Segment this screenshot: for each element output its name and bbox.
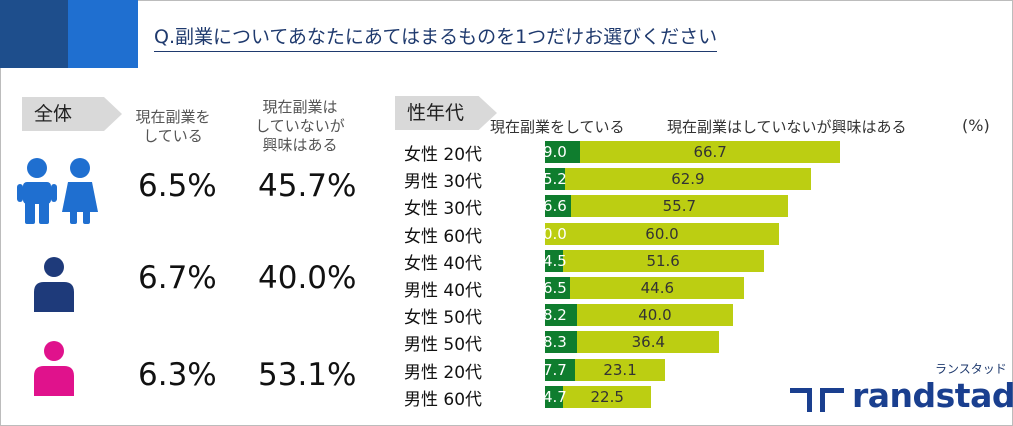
category-label: 男性 40代 (404, 281, 483, 301)
category-label: 女性 30代 (404, 199, 483, 220)
overall-col2-header: 現在副業は していないが 興味はある (240, 98, 360, 155)
data-label-interested: 36.4 (631, 333, 666, 352)
category-label: 女性 50代 (404, 308, 483, 329)
data-label-side-job: 6.5 (543, 279, 567, 297)
col1-line2: している (143, 127, 203, 145)
randstad-logo-icon (790, 388, 844, 412)
bar-segment-interested (570, 277, 745, 299)
female-icon (34, 341, 74, 396)
category-label: 男性 50代 (404, 335, 483, 356)
logo-kana: ランスタッド (935, 362, 1007, 376)
bar-segment-side-job (545, 358, 576, 381)
col2-line3: 興味はある (262, 136, 338, 154)
data-label-side-job: 8.2 (543, 306, 567, 325)
data-label-interested: 23.1 (603, 360, 637, 379)
overall-male-interested: 40.0% (258, 260, 357, 296)
data-label-side-job: 6.6 (543, 197, 567, 216)
breakdown-tag: 性年代 (395, 96, 497, 130)
legend-series-b: 現在副業はしていないが興味はある (667, 118, 907, 136)
bar-segment-interested (563, 385, 652, 408)
header-block-light (68, 0, 138, 68)
overall-col1-header: 現在副業を している (118, 108, 228, 146)
overall-female-interested: 53.1% (258, 357, 357, 393)
col2-line2: していないが (255, 117, 345, 135)
bar-segment-side-job (545, 331, 578, 354)
bar-segment-interested (576, 304, 733, 327)
bar-segment-interested (575, 358, 666, 381)
overall-all-interested: 45.7% (258, 168, 357, 204)
bar-segment-interested (580, 141, 841, 163)
category-label: 男性 60代 (404, 389, 483, 410)
male-icon (34, 257, 74, 312)
couple-icon (17, 158, 98, 224)
data-label-side-job: 8.3 (543, 333, 567, 352)
data-label-side-job: 9.0 (543, 143, 567, 161)
bar-segment-side-job (545, 168, 566, 191)
col1-line1: 現在副業を (135, 108, 211, 126)
data-label-interested: 44.6 (640, 279, 675, 297)
data-label-side-job: 0.0 (543, 224, 567, 243)
data-label-side-job: 5.2 (543, 170, 567, 189)
category-label: 男性 20代 (404, 362, 483, 383)
legend-series-a: 現在副業をしている (490, 118, 625, 136)
data-label-side-job: 4.7 (543, 387, 567, 406)
bar-segment-interested (562, 249, 764, 272)
bar-segment-side-job (545, 195, 571, 218)
data-label-interested: 60.0 (645, 224, 679, 243)
bar-segment-side-job (545, 385, 564, 408)
bar-segment-interested (577, 331, 720, 354)
bar-segment-interested (545, 222, 779, 245)
category-label: 女性 40代 (404, 253, 483, 274)
overall-tag: 全体 (22, 97, 122, 131)
overall-male-side-job: 6.7% (138, 260, 217, 296)
data-label-interested: 22.5 (590, 387, 624, 406)
data-label-interested: 62.9 (671, 170, 705, 189)
category-label: 女性 60代 (404, 226, 483, 247)
overall-female-side-job: 6.3% (138, 357, 217, 393)
data-label-interested: 40.0 (638, 306, 672, 325)
question-title: Q.副業についてあなたにあてはまるものを1つだけお選びください (154, 22, 718, 52)
data-label-interested: 51.6 (646, 251, 680, 270)
category-label: 男性 30代 (404, 172, 483, 193)
unit-label: (%) (962, 116, 990, 135)
bar-segment-side-job (545, 141, 581, 163)
overall-all-side-job: 6.5% (138, 168, 217, 204)
data-label-interested: 66.7 (693, 143, 727, 161)
bar-segment-interested (570, 195, 788, 218)
data-label-interested: 55.7 (662, 197, 697, 216)
category-label: 女性 20代 (404, 145, 483, 165)
col2-line1: 現在副業は (262, 98, 338, 116)
logo-text: randstad (852, 376, 1013, 415)
bar-segment-side-job (545, 277, 571, 299)
data-label-side-job: 7.7 (543, 360, 567, 379)
data-label-side-job: 4.5 (543, 251, 567, 270)
bar-segment-side-job (545, 249, 563, 272)
bar-segment-side-job (545, 304, 577, 327)
bar-segment-interested (565, 168, 811, 191)
header-block-dark (0, 0, 68, 68)
